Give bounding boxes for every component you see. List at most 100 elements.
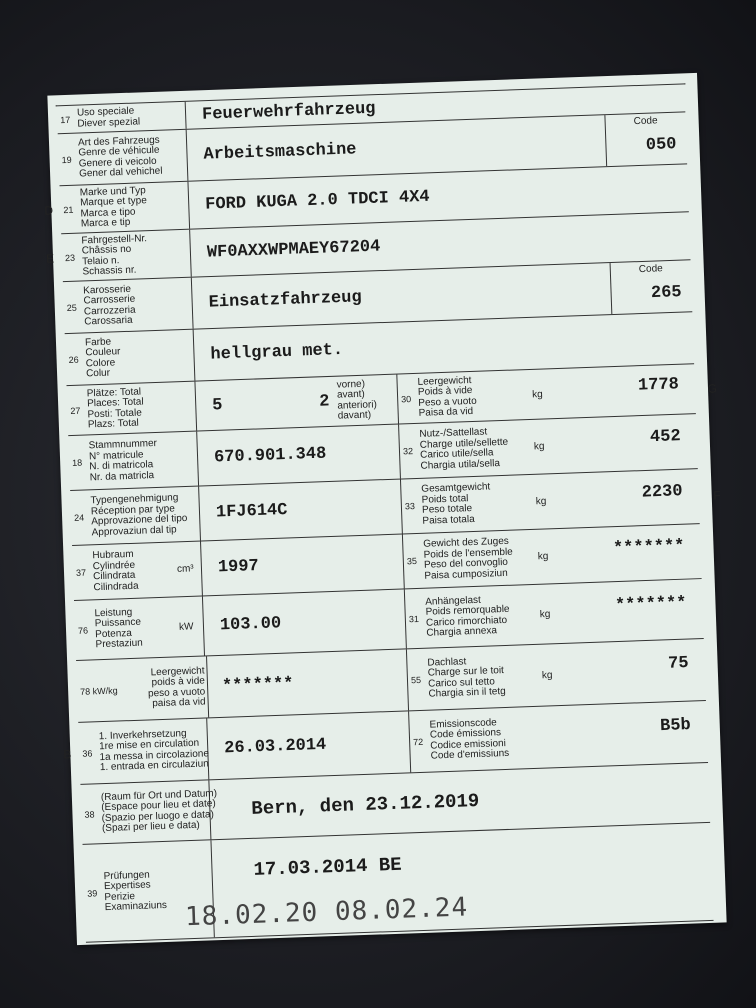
field-number: 39 bbox=[87, 887, 98, 899]
field-value: B5b bbox=[659, 716, 692, 737]
field-unit: cm³ bbox=[176, 563, 194, 575]
field-number: 27 bbox=[70, 405, 81, 416]
field-number: 18 bbox=[72, 457, 83, 468]
field-labels: Nutz-/Sattellast Charge utile/sellette Car… bbox=[419, 420, 533, 478]
left-marker: D bbox=[44, 202, 54, 218]
field-value: 5 bbox=[211, 395, 223, 416]
field-label: Schassis nr. bbox=[82, 264, 137, 278]
field-unit: kg bbox=[541, 669, 553, 681]
field-label: Plazs: Total bbox=[87, 417, 139, 431]
field-value: ******* bbox=[612, 536, 685, 559]
field-label: Cilindrada bbox=[93, 580, 139, 593]
field-value: hellgrau met. bbox=[210, 340, 344, 365]
stamp: 18.02.20 08.02.24 bbox=[184, 892, 469, 933]
seats-front-labels: vorne) avant) anteriori) davant) bbox=[336, 375, 394, 426]
field-number: 24 bbox=[73, 512, 85, 523]
field-labels: Leergewicht Poids à vide Peso a vuoto Paisa… bbox=[417, 370, 531, 423]
field-unit: kW bbox=[178, 620, 194, 633]
field-unit: kg bbox=[537, 550, 549, 563]
left-marker: E bbox=[45, 250, 55, 266]
code-box: Code 265 bbox=[609, 260, 693, 315]
field-label: Paisa cumposiziun bbox=[424, 567, 508, 582]
field-labels: Gewicht des Zuges Poids de l'ensemble Peso… bbox=[423, 530, 537, 588]
field-label: 1. entrada en circulaziun bbox=[99, 758, 209, 774]
field-label: Prestaziun bbox=[95, 637, 143, 651]
field-labels: Leergewicht poids à vide peso a vuoto paisa… bbox=[118, 656, 210, 721]
field-label: Chargia annexa bbox=[426, 625, 498, 639]
field-number: 23 bbox=[64, 252, 76, 263]
field-label: Chargia utila/sella bbox=[420, 457, 501, 472]
code-value: 050 bbox=[645, 134, 677, 155]
field-number: 55 bbox=[410, 674, 422, 685]
field-number: 26 bbox=[68, 354, 79, 365]
right-field: 72 Emissionscode Code émissions Codice emis… bbox=[408, 700, 709, 773]
seats-front-label: davant) bbox=[337, 409, 372, 422]
seats-front-value: 2 bbox=[318, 391, 330, 412]
field-labels: Marke und Typ Marque et type Marca e tipo M… bbox=[79, 181, 191, 233]
field-number: 31 bbox=[408, 613, 420, 624]
field-labels: Farbe Couleur Colore Colur bbox=[84, 329, 196, 385]
field-number: 17 bbox=[60, 114, 71, 125]
field-unit: kg bbox=[539, 608, 551, 620]
code-value: 265 bbox=[650, 282, 682, 303]
field-value: Feuerwehrfahrzeug bbox=[201, 99, 376, 125]
right-field: 35 Gewicht des Zuges Poids de l'ensemble Pe… bbox=[401, 524, 702, 589]
form-row: 39 Prüfungen Expertises Perizie Examinaziuns… bbox=[82, 822, 714, 943]
field-value: ******* bbox=[221, 674, 294, 696]
field-label: Nr. da matricla bbox=[89, 469, 155, 483]
field-number: 21 bbox=[63, 204, 74, 215]
field-label: Paisa da vid bbox=[418, 405, 474, 419]
field-unit: kg bbox=[531, 388, 543, 400]
field-label: Marca e tip bbox=[80, 216, 131, 230]
field-value: WF0AXXWPMAEY67204 bbox=[206, 237, 381, 263]
field-value: 26.03.2014 bbox=[223, 735, 327, 758]
field-label: Diever spezial bbox=[77, 115, 141, 130]
field-labels: Gesamtgewicht Poids total Peso totale Paisa… bbox=[421, 475, 535, 533]
field-number: 32 bbox=[402, 446, 414, 457]
field-number: 78 kW/kg bbox=[80, 685, 118, 697]
field-value: 670.901.348 bbox=[213, 444, 327, 468]
field-labels: Emissionscode Code émissions Codice emissi… bbox=[429, 707, 543, 772]
field-unit: kg bbox=[533, 440, 545, 453]
field-labels: Stammnummer N° matricule N. di matricola Nr… bbox=[88, 431, 200, 490]
field-number: 36 bbox=[82, 747, 93, 759]
field-value: Arbeitsmaschine bbox=[203, 139, 357, 165]
right-field: 31 Anhängelast Poids remorquable Carico rim… bbox=[403, 579, 704, 649]
right-field: 55 Dachlast Charge sur le toit Carico sul t… bbox=[405, 639, 706, 711]
field-value: Bern, den 23.12.2019 bbox=[250, 789, 480, 820]
field-labels: Fahrgestell-Nr. Châssis no Telaio n. Schass… bbox=[81, 229, 192, 281]
field-labels: Dachlast Charge sur le toit Carico sul tet… bbox=[427, 645, 541, 710]
right-field: 32 Nutz-/Sattellast Charge utile/sellette C… bbox=[398, 414, 698, 479]
code-box: Code 050 bbox=[604, 112, 688, 167]
code-label: Code bbox=[633, 115, 658, 128]
field-number: 35 bbox=[406, 555, 418, 567]
form-table: 17 Uso speciale Diever spezial Feuerwehrfah… bbox=[44, 83, 721, 943]
code-label: Code bbox=[638, 263, 663, 276]
field-number: 30 bbox=[400, 393, 412, 404]
left-marker: B bbox=[63, 746, 72, 761]
registration-document: 17 Uso speciale Diever spezial Feuerwehrfah… bbox=[44, 72, 727, 946]
field-label: (Spazi per lieu e data) bbox=[101, 819, 200, 835]
field-value: 75 bbox=[667, 654, 689, 675]
field-value: Einsatzfahrzeug bbox=[208, 287, 362, 313]
field-number: 19 bbox=[61, 154, 72, 165]
right-marker: F bbox=[713, 488, 721, 503]
field-number: 72 bbox=[412, 736, 424, 747]
field-value: 103.00 bbox=[219, 613, 282, 635]
field-number: 38 bbox=[84, 808, 95, 820]
field-value: FORD KUGA 2.0 TDCI 4X4 bbox=[204, 187, 430, 215]
field-labels: Art des Fahrzeugs Genre de véhicule Genere… bbox=[77, 129, 189, 185]
field-label: paisa da vid bbox=[152, 696, 206, 710]
field-value: 2230 bbox=[641, 481, 683, 503]
field-number: 37 bbox=[75, 567, 87, 578]
field-number: 76 bbox=[77, 625, 89, 636]
field-unit: kg bbox=[535, 495, 547, 508]
field-label: Code d'emissiuns bbox=[430, 747, 510, 762]
field-label: Colur bbox=[85, 367, 111, 380]
field-label: Carossaria bbox=[84, 314, 133, 328]
right-field: 33 Gesamtgewicht Poids total Peso totale Pai… bbox=[399, 469, 700, 534]
field-labels: Karosserie Carrosserie Carrozzeria Carossar… bbox=[82, 277, 194, 333]
field-value: 452 bbox=[649, 426, 681, 447]
field-number: 25 bbox=[66, 302, 77, 313]
